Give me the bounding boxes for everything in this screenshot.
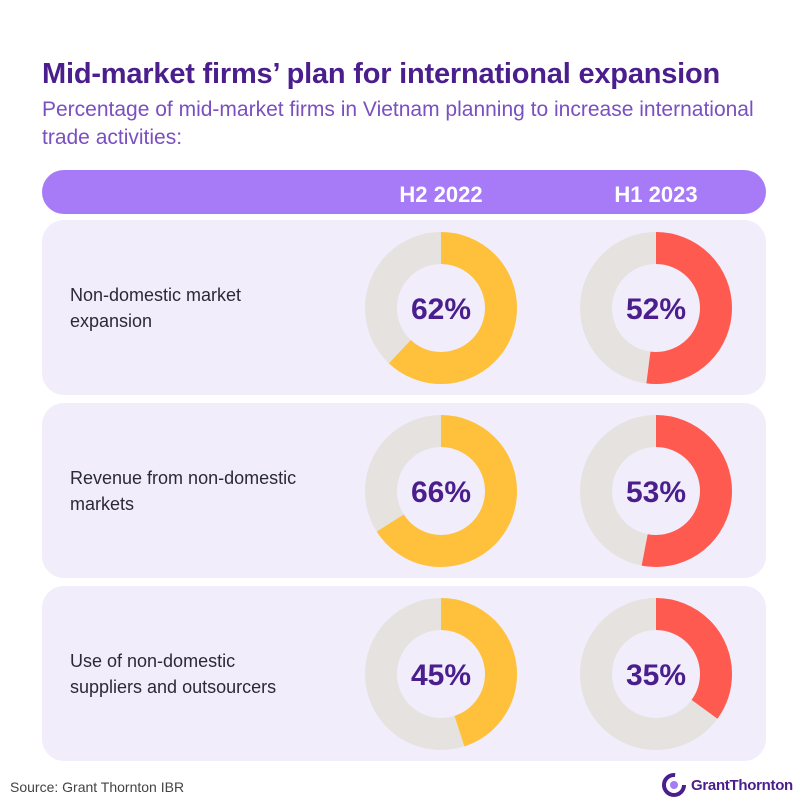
row-revenue: Revenue from non-domestic markets 66% 53% bbox=[42, 403, 766, 578]
donut-market-expansion-h1-2023: 52% bbox=[580, 232, 732, 384]
donut-value-arc bbox=[580, 232, 732, 384]
brand-name: GrantThornton bbox=[691, 776, 793, 794]
column-header-bar bbox=[42, 170, 766, 214]
donut-revenue-h2-2022: 66% bbox=[365, 415, 517, 567]
row-label-line: expansion bbox=[70, 310, 153, 331]
donut-value-arc bbox=[365, 232, 517, 384]
donut-value-arc bbox=[365, 598, 517, 750]
row-market-expansion: Non-domestic market expansion 62% 52% bbox=[42, 220, 766, 395]
column-header-h1-2023: H1 2023 bbox=[614, 182, 698, 207]
donut-value-arc bbox=[365, 415, 517, 567]
donut-market-expansion-h2-2022: 62% bbox=[365, 232, 517, 384]
row-label: Non-domestic market expansion bbox=[70, 282, 360, 334]
donut-value-label: 45% bbox=[411, 659, 471, 692]
donut-suppliers-h2-2022: 45% bbox=[365, 598, 517, 750]
donut-value-label: 52% bbox=[626, 293, 686, 326]
row-label-line: suppliers and outsourcers bbox=[70, 676, 277, 697]
source-note: Source: Grant Thornton IBR bbox=[10, 779, 185, 795]
row-label: Revenue from non-domestic markets bbox=[70, 465, 360, 517]
donut-revenue-h1-2023: 53% bbox=[580, 415, 732, 567]
row-suppliers: Use of non-domestic suppliers and outsour… bbox=[42, 586, 766, 761]
row-label-line: Non-domestic market bbox=[70, 284, 242, 305]
chart-subtitle: Percentage of mid-market firms in Vietna… bbox=[42, 98, 754, 149]
donut-value-label: 62% bbox=[411, 293, 471, 326]
row-label-line: Use of non-domestic bbox=[70, 650, 236, 671]
row-label-line: Revenue from non-domestic bbox=[70, 467, 297, 488]
row-label: Use of non-domestic suppliers and outsour… bbox=[70, 648, 360, 700]
donut-value-arc bbox=[580, 598, 732, 750]
donut-value-label: 35% bbox=[626, 659, 686, 692]
grant-thornton-logo-icon bbox=[662, 773, 686, 797]
grant-thornton-logo: GrantThornton bbox=[662, 773, 793, 797]
donut-suppliers-h1-2023: 35% bbox=[580, 598, 732, 750]
donut-value-label: 53% bbox=[626, 476, 686, 509]
chart-title: Mid-market firms’ plan for international… bbox=[42, 58, 721, 90]
row-label-line: markets bbox=[70, 493, 135, 514]
donut-value-arc bbox=[580, 415, 732, 567]
donut-value-label: 66% bbox=[411, 476, 471, 509]
column-header-h2-2022: H2 2022 bbox=[399, 182, 483, 207]
